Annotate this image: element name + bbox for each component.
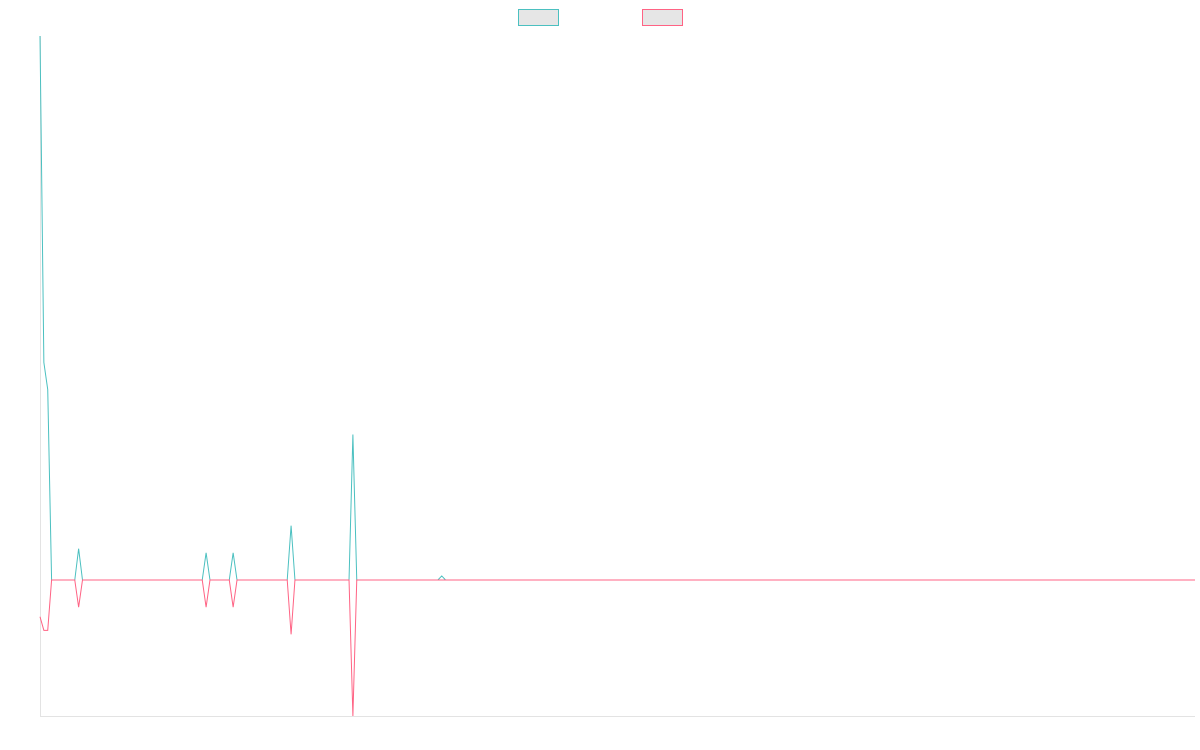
legend-item-2[interactable]: [642, 9, 683, 26]
series-line-1: [39, 35, 1195, 581]
series-line-2: [39, 579, 1195, 717]
legend-swatch-1[interactable]: [518, 9, 559, 26]
axes: [40, 36, 1195, 717]
legend-item-1[interactable]: [518, 9, 559, 26]
legend[interactable]: [518, 9, 683, 26]
series-layer: [39, 35, 1195, 717]
legend-swatch-2[interactable]: [642, 9, 683, 26]
